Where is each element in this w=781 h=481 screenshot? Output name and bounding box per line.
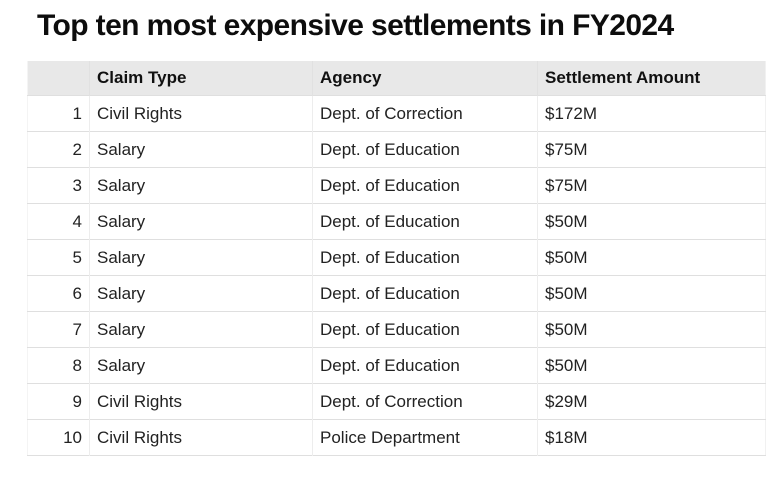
agency-cell: Dept. of Education: [312, 202, 538, 239]
claim-type-cell: Salary: [89, 130, 313, 167]
table-row: 8 Salary Dept. of Education $50M: [27, 346, 766, 383]
amount-cell: $172M: [537, 94, 766, 131]
rank-cell: 10: [27, 418, 90, 455]
claim-type-cell: Salary: [89, 166, 313, 203]
claim-type-cell: Civil Rights: [89, 94, 313, 131]
rank-cell: 4: [27, 202, 90, 239]
agency-cell: Dept. of Correction: [312, 382, 538, 419]
settlements-table: Claim Type Agency Settlement Amount 1 Civ…: [27, 60, 766, 456]
claim-type-cell: Salary: [89, 274, 313, 311]
agency-cell: Dept. of Correction: [312, 94, 538, 131]
rank-cell: 1: [27, 94, 90, 131]
amount-cell: $18M: [537, 418, 766, 455]
header-row: Claim Type Agency Settlement Amount: [27, 60, 766, 95]
amount-cell: $50M: [537, 274, 766, 311]
rank-cell: 8: [27, 346, 90, 383]
amount-cell: $50M: [537, 346, 766, 383]
claim-type-cell: Salary: [89, 346, 313, 383]
rank-cell: 2: [27, 130, 90, 167]
table-row: 9 Civil Rights Dept. of Correction $29M: [27, 382, 766, 419]
rank-cell: 9: [27, 382, 90, 419]
table-row: 10 Civil Rights Police Department $18M: [27, 418, 766, 455]
amount-cell: $29M: [537, 382, 766, 419]
amount-cell: $75M: [537, 166, 766, 203]
amount-cell: $50M: [537, 202, 766, 239]
agency-cell: Dept. of Education: [312, 166, 538, 203]
page: Top ten most expensive settlements in FY…: [0, 9, 781, 456]
agency-cell: Police Department: [312, 418, 538, 455]
claim-type-column-header: Claim Type: [89, 60, 313, 95]
agency-cell: Dept. of Education: [312, 130, 538, 167]
rank-cell: 6: [27, 274, 90, 311]
table-row: 2 Salary Dept. of Education $75M: [27, 130, 766, 167]
table-row: 1 Civil Rights Dept. of Correction $172M: [27, 94, 766, 131]
claim-type-cell: Salary: [89, 202, 313, 239]
settlement-amount-column-header: Settlement Amount: [537, 60, 766, 95]
table-row: 5 Salary Dept. of Education $50M: [27, 238, 766, 275]
rank-cell: 5: [27, 238, 90, 275]
table-header: Claim Type Agency Settlement Amount: [27, 60, 766, 95]
table-row: 3 Salary Dept. of Education $75M: [27, 166, 766, 203]
table-row: 6 Salary Dept. of Education $50M: [27, 274, 766, 311]
claim-type-cell: Salary: [89, 310, 313, 347]
agency-cell: Dept. of Education: [312, 346, 538, 383]
table-row: 4 Salary Dept. of Education $50M: [27, 202, 766, 239]
agency-cell: Dept. of Education: [312, 274, 538, 311]
page-title: Top ten most expensive settlements in FY…: [37, 9, 674, 42]
agency-column-header: Agency: [312, 60, 538, 95]
agency-cell: Dept. of Education: [312, 238, 538, 275]
table-row: 7 Salary Dept. of Education $50M: [27, 310, 766, 347]
claim-type-cell: Civil Rights: [89, 382, 313, 419]
amount-cell: $50M: [537, 310, 766, 347]
table-body: 1 Civil Rights Dept. of Correction $172M 2 Sa…: [27, 94, 766, 455]
rank-column-header: [27, 60, 90, 95]
claim-type-cell: Civil Rights: [89, 418, 313, 455]
claim-type-cell: Salary: [89, 238, 313, 275]
rank-cell: 3: [27, 166, 90, 203]
rank-cell: 7: [27, 310, 90, 347]
amount-cell: $75M: [537, 130, 766, 167]
amount-cell: $50M: [537, 238, 766, 275]
agency-cell: Dept. of Education: [312, 310, 538, 347]
